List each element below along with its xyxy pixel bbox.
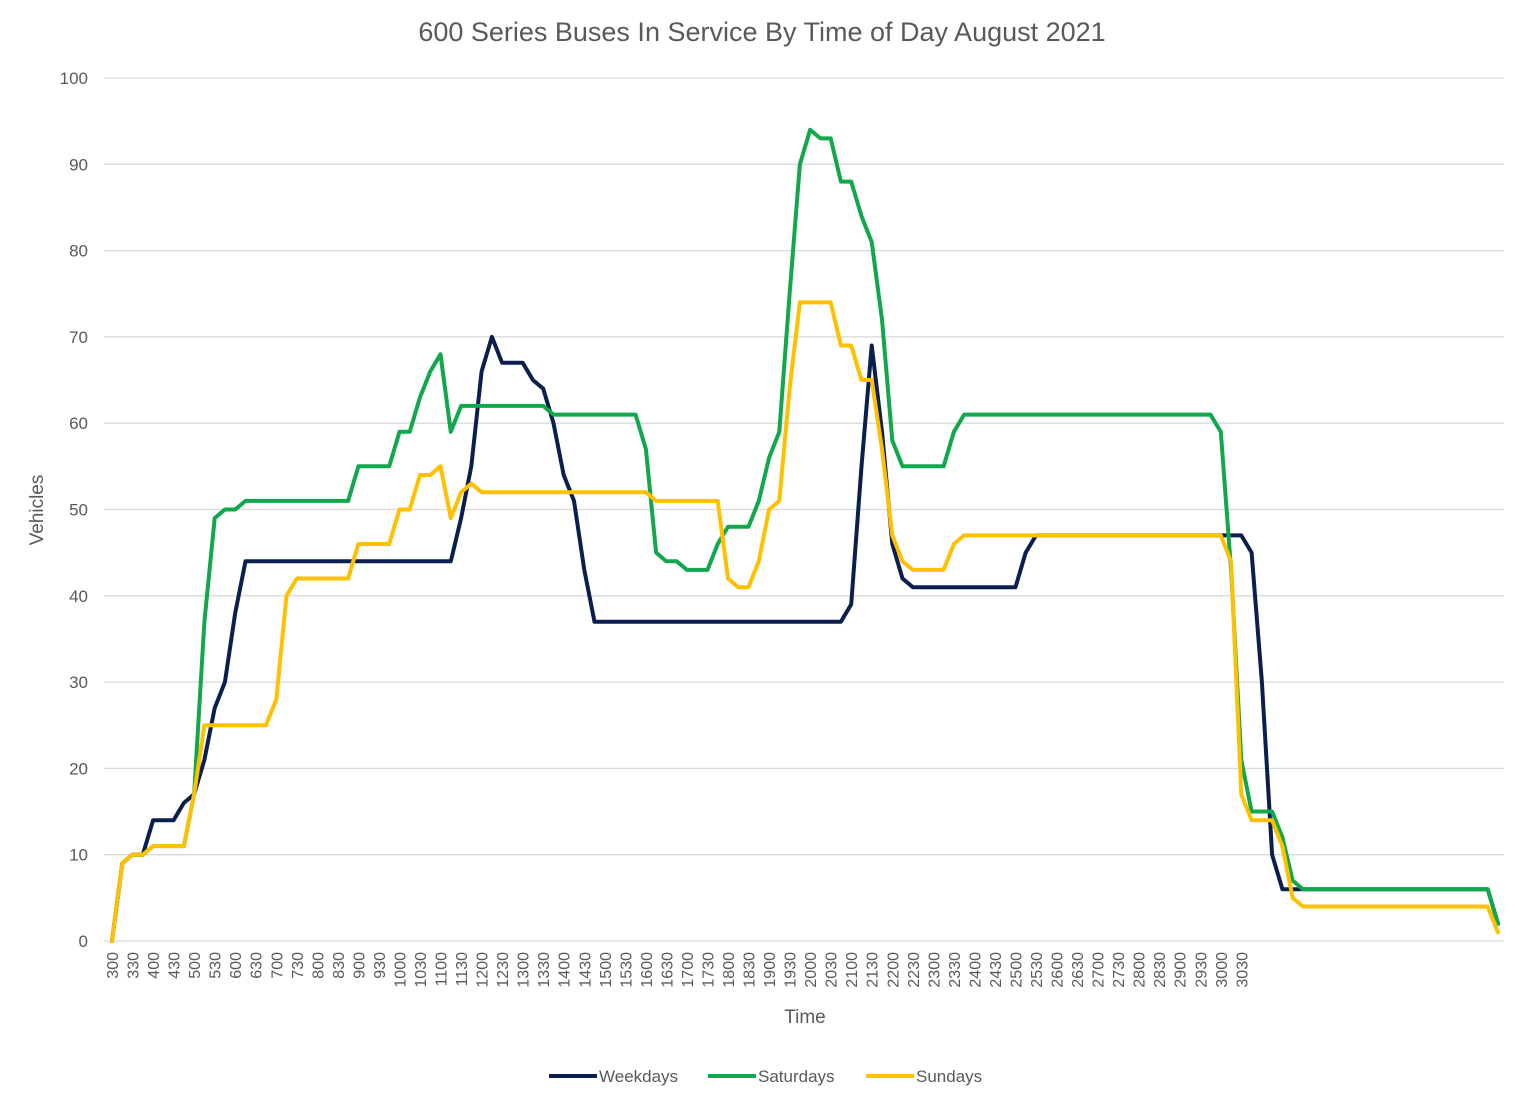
x-tick-label: 1930 — [783, 952, 800, 988]
x-tick-label: 1330 — [536, 952, 553, 988]
series-line-sundays — [110, 300, 1500, 943]
x-tick-label: 1900 — [762, 952, 779, 988]
x-tick-label: 2530 — [1029, 952, 1046, 988]
x-tick-label: 2300 — [926, 952, 943, 988]
x-tick-label: 2630 — [1070, 952, 1087, 988]
x-tick-label: 2200 — [885, 952, 902, 988]
x-tick-label: 2900 — [1173, 952, 1190, 988]
x-tick-label: 2700 — [1091, 952, 1108, 988]
y-tick-label: 70 — [69, 328, 88, 347]
series-lines — [110, 127, 1500, 943]
x-tick-label: 1700 — [680, 952, 697, 988]
x-tick-label: 2430 — [988, 952, 1005, 988]
x-tick-label: 300 — [105, 952, 122, 979]
y-tick-label: 20 — [69, 759, 88, 778]
x-tick-label: 630 — [249, 952, 266, 979]
x-tick-label: 2730 — [1111, 952, 1128, 988]
x-tick-label: 1400 — [557, 952, 574, 988]
x-tick-label: 1630 — [659, 952, 676, 988]
x-tick-label: 1130 — [454, 952, 471, 987]
y-tick-label: 0 — [79, 932, 88, 951]
x-tick-label: 3030 — [1234, 952, 1251, 988]
x-tick-label: 1530 — [618, 952, 635, 988]
x-tick-label: 1030 — [413, 952, 430, 988]
x-tick-label: 330 — [126, 952, 143, 979]
y-tick-label: 10 — [69, 846, 88, 865]
x-tick-label: 830 — [331, 952, 348, 979]
gridlines — [104, 77, 1504, 942]
y-axis-label: Vehicles — [27, 475, 48, 546]
x-tick-label: 1730 — [700, 952, 717, 988]
y-tick-label: 40 — [69, 587, 88, 606]
x-tick-label: 2030 — [824, 952, 841, 988]
y-tick-label: 60 — [69, 414, 88, 433]
legend: Weekdays Saturdays Sundays — [549, 1067, 982, 1086]
x-tick-label: 730 — [290, 952, 307, 979]
y-tick-label: 100 — [60, 69, 88, 88]
x-tick-label: 900 — [351, 952, 368, 979]
x-tick-label: 1830 — [742, 952, 759, 988]
y-tick-label: 30 — [69, 673, 88, 692]
x-tick-label: 1300 — [516, 952, 533, 988]
x-tick-label: 800 — [310, 952, 327, 979]
x-tick-labels: 300 330 400 430 500 530 600 630 700 730 800 830 900 9… — [105, 952, 1251, 988]
x-tick-label: 400 — [146, 952, 163, 979]
x-tick-label: 2830 — [1152, 952, 1169, 988]
x-tick-label: 2230 — [906, 952, 923, 988]
x-tick-label: 2330 — [947, 952, 964, 988]
x-tick-label: 930 — [372, 952, 389, 979]
x-tick-label: 2400 — [967, 952, 984, 988]
y-tick-label: 80 — [69, 242, 88, 261]
x-tick-label: 700 — [269, 952, 286, 979]
x-tick-label: 1600 — [639, 952, 656, 988]
x-tick-label: 430 — [167, 952, 184, 979]
x-tick-label: 530 — [208, 952, 225, 979]
x-tick-label: 1000 — [392, 952, 409, 988]
x-tick-label: 2930 — [1193, 952, 1210, 988]
y-tick-label: 50 — [69, 501, 88, 520]
x-tick-label: 2500 — [1008, 952, 1025, 988]
x-tick-label: 1200 — [475, 952, 492, 988]
x-tick-label: 1430 — [577, 952, 594, 988]
legend-label-saturdays: Saturdays — [758, 1067, 835, 1086]
x-tick-label: 2130 — [865, 952, 882, 988]
x-tick-label: 1230 — [495, 952, 512, 988]
x-axis-label: Time — [784, 1007, 826, 1028]
x-tick-label: 600 — [228, 952, 245, 979]
x-tick-label: 1100 — [434, 952, 451, 987]
x-tick-label: 3000 — [1214, 952, 1231, 988]
x-tick-label: 500 — [187, 952, 204, 979]
y-tick-labels: 0 10 20 30 40 50 60 70 80 90 100 — [60, 69, 88, 951]
x-tick-label: 1500 — [598, 952, 615, 988]
series-line-saturdays — [110, 127, 1500, 943]
chart-title: 600 Series Buses In Service By Time of D… — [418, 17, 1105, 47]
legend-label-weekdays: Weekdays — [599, 1067, 678, 1086]
x-tick-label: 2000 — [803, 952, 820, 988]
x-tick-label: 2600 — [1050, 952, 1067, 988]
series-line-weekdays — [110, 334, 1500, 943]
legend-label-sundays: Sundays — [916, 1067, 982, 1086]
x-tick-label: 1800 — [721, 952, 738, 988]
x-tick-label: 2100 — [844, 952, 861, 988]
x-tick-label: 2800 — [1132, 952, 1149, 988]
y-tick-label: 90 — [69, 155, 88, 174]
